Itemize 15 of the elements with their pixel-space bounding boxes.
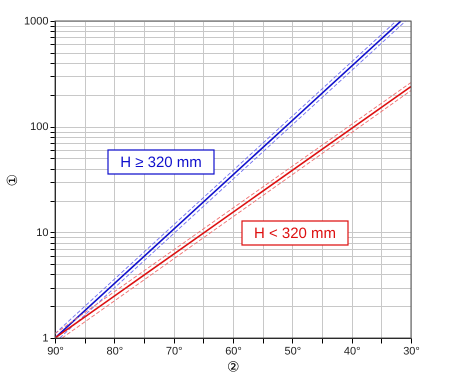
x-tick-label: 70°	[166, 346, 182, 358]
x-axis-title: ②	[227, 358, 240, 374]
x-tick-label: 80°	[106, 346, 124, 358]
y-tick-label: 10	[36, 226, 48, 239]
y-tick-label: 100	[30, 121, 48, 134]
x-tick-label: 90°	[47, 346, 64, 358]
series-label: H < 320 mm	[254, 225, 336, 242]
x-tick-label: 40°	[344, 346, 360, 358]
x-tick-label: 50°	[284, 346, 302, 358]
y-tick-label: 1000	[24, 16, 48, 28]
y-tick-label: 1	[42, 332, 48, 344]
series-label: H ≥ 320 mm	[120, 154, 202, 171]
x-tick-label: 30°	[403, 346, 420, 358]
y-axis-title: ①	[4, 174, 20, 186]
x-tick-label: 60°	[225, 346, 242, 358]
